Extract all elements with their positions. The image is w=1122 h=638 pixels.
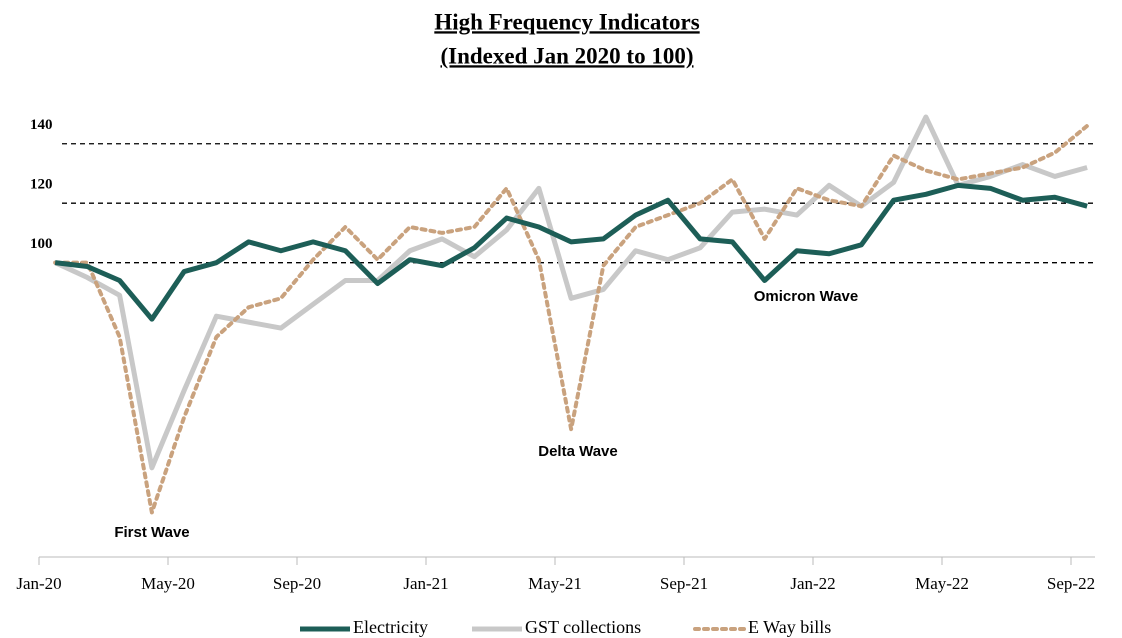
y-tick-label: 140: [30, 117, 53, 133]
series-line: [53, 123, 1090, 515]
chart-subtitle: (Indexed Jan 2020 to 100): [440, 43, 693, 68]
legend-label: GST collections: [525, 617, 641, 637]
chart-title: High Frequency Indicators: [434, 9, 699, 34]
series-line: [54, 182, 1088, 322]
legend-label: E Way bills: [748, 617, 831, 637]
y-tick-label: 100: [30, 236, 53, 252]
x-tick-label: Jan-22: [790, 574, 835, 593]
x-tick-label: Jan-20: [16, 574, 61, 593]
x-tick-label: Sep-22: [1047, 574, 1095, 593]
series-line: [54, 114, 1088, 471]
x-tick-label: May-21: [528, 574, 582, 593]
x-tick-label: Jan-21: [403, 574, 448, 593]
annotation: Delta Wave: [538, 443, 617, 460]
x-tick-label: Sep-21: [660, 574, 708, 593]
legend-label: Electricity: [353, 617, 428, 637]
x-tick-label: May-20: [141, 574, 195, 593]
x-tick-label: May-22: [915, 574, 969, 593]
y-tick-label: 120: [30, 177, 53, 193]
annotation: First Wave: [114, 524, 189, 541]
x-tick-label: Sep-20: [273, 574, 321, 593]
annotation: Omicron Wave: [754, 288, 858, 305]
